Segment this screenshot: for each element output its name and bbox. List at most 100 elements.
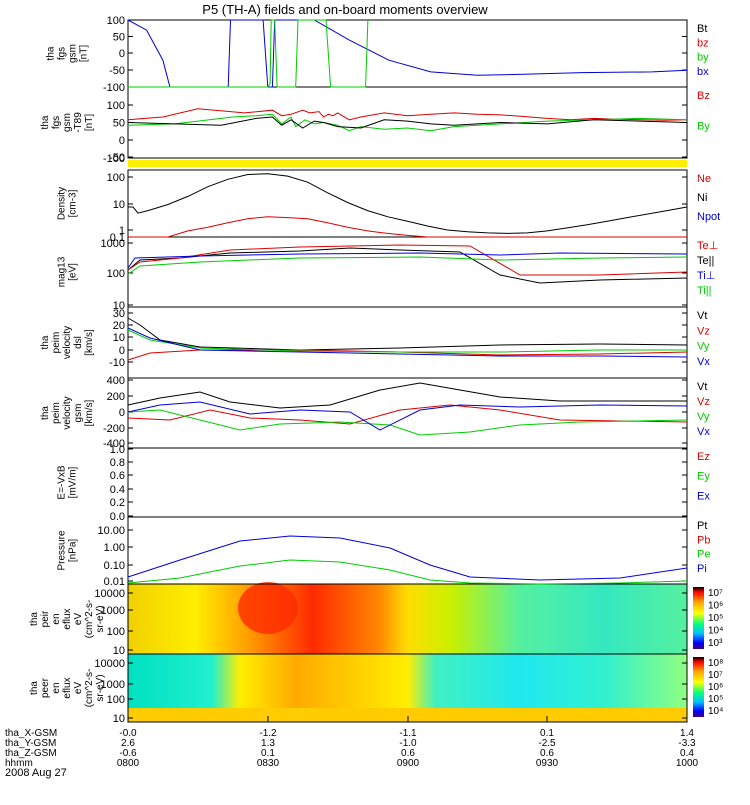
legend-density-1: Ni <box>697 192 707 204</box>
y-tick-label: 10.00 <box>97 525 125 537</box>
efield-frame <box>127 447 688 518</box>
legend-velo_dsl-1: Vz <box>697 325 710 337</box>
y-tick-label: 1.0 <box>110 444 125 456</box>
temp-ylabel: mag13[eV] <box>57 256 79 287</box>
series-fgs_t89-black <box>127 116 688 129</box>
series-fgs-bx <box>127 19 688 88</box>
y-tick-label: 10 <box>113 713 125 725</box>
legend-velo_dsl-3: Vx <box>697 356 710 368</box>
y-tick-label: -50 <box>109 65 125 77</box>
legend-fgs_t89-1: By <box>697 121 710 133</box>
legend-pressure-2: Pe <box>697 549 710 561</box>
series-fgs_t89-Bz <box>127 108 688 121</box>
fgs_t89-frame <box>127 86 688 159</box>
y-tick-label: -100 <box>103 82 125 94</box>
legend-temp-0: Te⊥ <box>697 240 718 252</box>
xaxis-row-label: tha_X-GSM <box>5 728 57 739</box>
series-vdsl-vx <box>127 327 688 358</box>
y-tick-label: 0 <box>119 135 125 147</box>
y-tick-label: 0.0 <box>110 511 125 523</box>
y-tick-label: 0.6 <box>110 470 125 482</box>
velo_dsl-ylabel: thapeimvelocitydsl[km/s] <box>40 326 95 359</box>
xaxis-value: 0.6 <box>401 748 415 759</box>
y-tick-label: -100 <box>103 153 125 165</box>
series-vgsm-vt <box>127 382 687 409</box>
xaxis-value: 1.4 <box>680 728 694 739</box>
series-vgsm-vx <box>127 401 688 431</box>
peer-colorbar <box>693 657 704 717</box>
peir-spectrogram <box>128 584 687 654</box>
density-frame <box>127 169 688 238</box>
y-tick-label: 100 <box>107 172 125 184</box>
density-ylabel: Density[cm-3] <box>57 187 79 220</box>
y-tick-label: 0.1 <box>110 232 125 244</box>
y-tick-label: 0 <box>119 407 125 419</box>
peer-ylabel: thapeerenefluxeV(cm^2-s-sr-eV) <box>29 669 106 708</box>
legend-efield-0: Ez <box>697 451 710 463</box>
series-pressure-pe <box>127 559 688 585</box>
y-tick-label: 0.2 <box>110 497 125 509</box>
y-tick-label: 100 <box>107 268 125 280</box>
y-tick-label: -50 <box>109 152 125 164</box>
series-fgs_t89-By <box>127 113 688 132</box>
chart-title: P5 (TH-A) fields and on-board moments ov… <box>202 2 488 17</box>
y-tick-label: 100 <box>107 694 125 706</box>
y-tick-label: 1000 <box>101 605 125 617</box>
y-tick-label: 0.10 <box>104 560 125 572</box>
y-tick-label: 10 <box>113 300 125 312</box>
xaxis-value: -1.2 <box>259 728 277 739</box>
legend-pressure-3: Pi <box>697 563 707 575</box>
y-tick-label: 0.8 <box>110 457 125 469</box>
legend-fgs_t89-0: Bz <box>697 90 710 102</box>
series-density-Ni <box>128 173 688 234</box>
legend-velo_dsl-2: Vy <box>697 341 710 353</box>
peir-ylabel: thapeirenefluxeV(cm^2-s-sr-eV) <box>29 600 106 639</box>
yellow-status-bar <box>128 160 687 167</box>
legend-fgs-0: Bt <box>697 23 707 35</box>
y-tick-label: 200 <box>107 391 125 403</box>
legend-temp-2: Ti⊥ <box>697 270 715 282</box>
legend-velo_gsm-1: Vz <box>697 396 710 408</box>
xaxis-value: 0.1 <box>261 748 275 759</box>
xaxis-value: 2.6 <box>121 738 135 749</box>
y-tick-label: 50 <box>113 32 125 44</box>
series-vdsl-vt <box>127 317 688 351</box>
series-density-Ne <box>128 216 687 238</box>
fgs-ylabel: thafgsgsm[nT] <box>46 44 90 63</box>
fgs-frame <box>127 19 688 88</box>
cbar-tick-label: 10⁶ <box>708 682 723 693</box>
cbar-tick-label: 10⁴ <box>708 626 723 637</box>
y-tick-label: 1.00 <box>104 542 125 554</box>
xaxis-value: -0.0 <box>119 728 137 739</box>
peir-colorbar <box>693 587 704 649</box>
series-vgsm-vz <box>127 404 688 425</box>
legend-pressure-1: Pb <box>697 534 710 546</box>
xaxis-value: 0930 <box>536 758 559 769</box>
cbar-tick-label: 10⁵ <box>708 613 723 624</box>
xaxis-value: 1.3 <box>261 738 275 749</box>
xaxis-value: 0800 <box>117 758 140 769</box>
legend-fgs-1: bz <box>697 37 709 49</box>
y-tick-label: 400 <box>107 375 125 387</box>
legend-fgs-2: by <box>697 52 709 64</box>
xaxis-value: 0830 <box>257 758 280 769</box>
panel-pressure: 10.00 1.00 0.10 0.01 Pressure[nPa] Pt Pb Pe Pi <box>57 516 710 588</box>
efield-ylabel: E=-VxB[mV/m] <box>57 465 79 500</box>
xaxis-value: -1.0 <box>399 738 417 749</box>
panel-fgs_t89: 100 50 0 -50-100 thafgsgsm-T89[nT] Bz By <box>40 86 710 165</box>
panel-density: 100 10 10.1 Density[cm-3] Ne Ni Npot <box>57 169 720 244</box>
legend-temp-1: Te|| <box>697 255 714 267</box>
series-vdsl-vy <box>127 329 687 353</box>
y-tick-label: 0.4 <box>110 484 125 496</box>
series-fgs-by <box>128 19 369 88</box>
cbar-tick-label: 10³ <box>708 638 723 649</box>
y-tick-label: 100 <box>107 15 125 27</box>
velo_dsl-frame <box>127 306 688 379</box>
y-tick-label: -400 <box>103 438 125 450</box>
fgs_t89-ylabel: thafgsgsm-T89[nT] <box>40 112 95 133</box>
